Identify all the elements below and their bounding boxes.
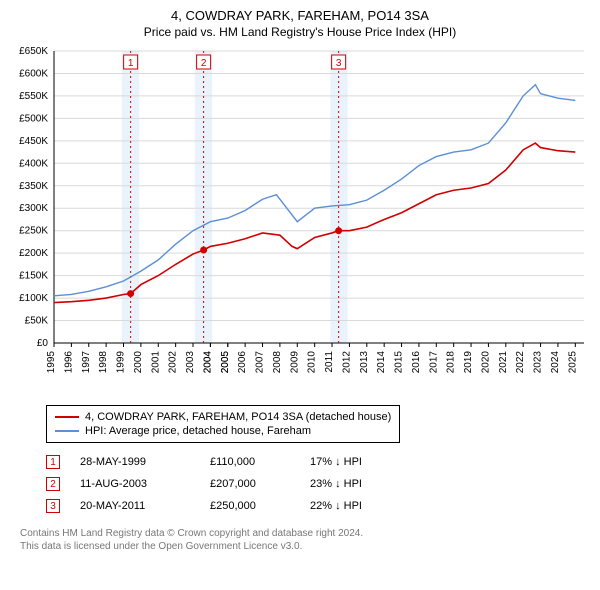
svg-text:2003: 2003 bbox=[185, 351, 196, 374]
svg-text:2020: 2020 bbox=[480, 351, 491, 374]
chart-svg: £0 £50K £100K £150K £200K £250K £300K £350K £400… bbox=[10, 45, 590, 395]
transaction-date: 20-MAY-2011 bbox=[80, 500, 190, 512]
svg-text:£300K: £300K bbox=[19, 203, 48, 214]
chart: £0 £50K £100K £150K £200K £250K £300K £350K £400… bbox=[10, 45, 590, 395]
legend-label-hpi: HPI: Average price, detached house, Fare… bbox=[85, 425, 311, 437]
svg-text:2017: 2017 bbox=[428, 351, 439, 374]
chart-subtitle: Price paid vs. HM Land Registry's House … bbox=[10, 25, 590, 39]
svg-text:2024: 2024 bbox=[550, 351, 561, 374]
svg-text:2015: 2015 bbox=[394, 351, 405, 374]
svg-text:2012: 2012 bbox=[341, 351, 352, 374]
svg-text:£50K: £50K bbox=[25, 316, 49, 327]
svg-text:2002: 2002 bbox=[168, 351, 179, 374]
svg-text:2000: 2000 bbox=[133, 351, 144, 374]
svg-text:2025: 2025 bbox=[567, 351, 578, 374]
legend-row-price-paid: 4, COWDRAY PARK, FAREHAM, PO14 3SA (deta… bbox=[55, 410, 391, 424]
svg-text:2004: 2004 bbox=[202, 351, 213, 374]
transaction-delta: 17% ↓ HPI bbox=[310, 456, 410, 468]
transaction-marker-icon: 3 bbox=[46, 499, 60, 513]
svg-text:2022: 2022 bbox=[515, 351, 526, 374]
svg-text:£150K: £150K bbox=[19, 271, 48, 282]
transaction-price: £207,000 bbox=[210, 478, 290, 490]
svg-text:1997: 1997 bbox=[81, 351, 92, 374]
svg-text:1996: 1996 bbox=[63, 351, 74, 374]
title-block: 4, COWDRAY PARK, FAREHAM, PO14 3SA Price… bbox=[10, 8, 590, 39]
svg-text:2001: 2001 bbox=[150, 351, 161, 374]
svg-text:£450K: £450K bbox=[19, 136, 48, 147]
svg-text:2023: 2023 bbox=[533, 351, 544, 374]
transaction-marker-icon: 1 bbox=[46, 455, 60, 469]
transaction-delta: 22% ↓ HPI bbox=[310, 500, 410, 512]
transaction-marker-icon: 2 bbox=[46, 477, 60, 491]
transaction-price: £250,000 bbox=[210, 500, 290, 512]
svg-text:2008: 2008 bbox=[272, 351, 283, 374]
chart-title: 4, COWDRAY PARK, FAREHAM, PO14 3SA bbox=[10, 8, 590, 23]
svg-text:£0: £0 bbox=[37, 338, 49, 349]
legend: 4, COWDRAY PARK, FAREHAM, PO14 3SA (deta… bbox=[46, 405, 400, 443]
svg-text:2019: 2019 bbox=[463, 351, 474, 374]
svg-text:2014: 2014 bbox=[376, 351, 387, 374]
svg-text:2005: 2005 bbox=[220, 351, 231, 374]
svg-text:1998: 1998 bbox=[98, 351, 109, 374]
attribution-line: Contains HM Land Registry data © Crown c… bbox=[20, 527, 580, 540]
svg-text:2007: 2007 bbox=[255, 351, 266, 374]
transaction-price: £110,000 bbox=[210, 456, 290, 468]
transactions-table: 1 28-MAY-1999 £110,000 17% ↓ HPI 2 11-AU… bbox=[46, 451, 590, 517]
transaction-row: 3 20-MAY-2011 £250,000 22% ↓ HPI bbox=[46, 495, 590, 517]
svg-text:2011: 2011 bbox=[324, 351, 335, 373]
svg-text:2016: 2016 bbox=[411, 351, 422, 374]
svg-text:£550K: £550K bbox=[19, 91, 48, 102]
svg-text:2021: 2021 bbox=[498, 351, 509, 374]
svg-text:1999: 1999 bbox=[116, 351, 127, 374]
svg-text:2018: 2018 bbox=[446, 351, 457, 374]
legend-row-hpi: HPI: Average price, detached house, Fare… bbox=[55, 424, 391, 438]
svg-text:£400K: £400K bbox=[19, 158, 48, 169]
legend-swatch-hpi bbox=[55, 430, 79, 432]
svg-text:£250K: £250K bbox=[19, 226, 48, 237]
transaction-date: 11-AUG-2003 bbox=[80, 478, 190, 490]
svg-text:3: 3 bbox=[336, 58, 342, 69]
legend-label-price-paid: 4, COWDRAY PARK, FAREHAM, PO14 3SA (deta… bbox=[85, 411, 391, 423]
svg-text:1995: 1995 bbox=[46, 351, 57, 374]
attribution: Contains HM Land Registry data © Crown c… bbox=[20, 527, 580, 553]
svg-text:2006: 2006 bbox=[237, 351, 248, 374]
transaction-date: 28-MAY-1999 bbox=[80, 456, 190, 468]
svg-text:£100K: £100K bbox=[19, 293, 48, 304]
svg-text:£200K: £200K bbox=[19, 248, 48, 259]
svg-text:2013: 2013 bbox=[359, 351, 370, 374]
svg-text:2010: 2010 bbox=[307, 351, 318, 374]
svg-text:£650K: £650K bbox=[19, 46, 48, 57]
attribution-line: This data is licensed under the Open Gov… bbox=[20, 540, 580, 553]
svg-text:£600K: £600K bbox=[19, 68, 48, 79]
svg-text:2009: 2009 bbox=[289, 351, 300, 374]
svg-text:2: 2 bbox=[201, 58, 207, 69]
legend-swatch-price-paid bbox=[55, 416, 79, 418]
svg-text:£350K: £350K bbox=[19, 181, 48, 192]
transaction-row: 2 11-AUG-2003 £207,000 23% ↓ HPI bbox=[46, 473, 590, 495]
transaction-delta: 23% ↓ HPI bbox=[310, 478, 410, 490]
transaction-row: 1 28-MAY-1999 £110,000 17% ↓ HPI bbox=[46, 451, 590, 473]
svg-text:1: 1 bbox=[128, 58, 134, 69]
svg-text:£500K: £500K bbox=[19, 113, 48, 124]
